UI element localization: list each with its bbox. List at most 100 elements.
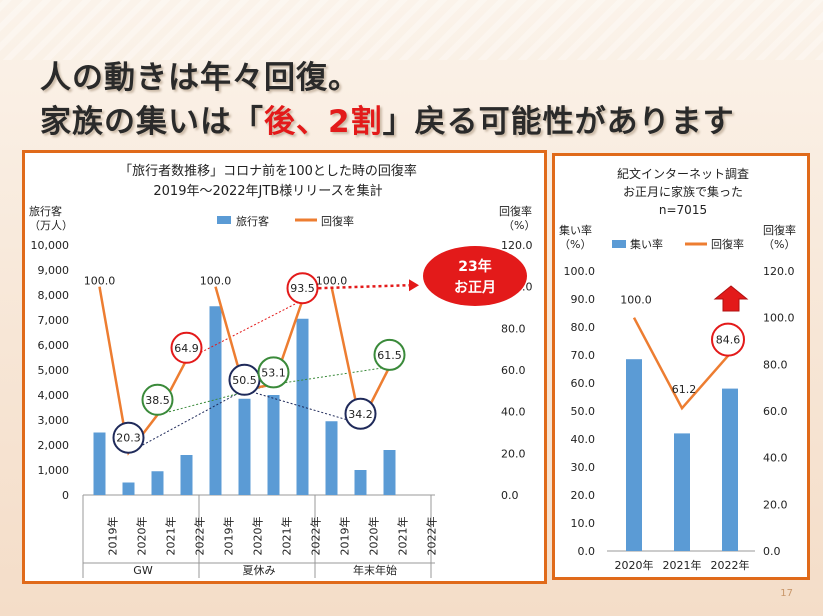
highlight-circle <box>257 356 290 389</box>
left-tick-label: 50.0 <box>571 405 596 418</box>
travelers-bar <box>238 398 251 495</box>
chart-title-line2: お正月に家族で集った <box>623 184 743 199</box>
travel-chart-panel: 「旅行者数推移」コロナ前を100とした時の回復率 2019年～2022年JTB様リ… <box>22 150 547 584</box>
highlight-circle <box>286 272 319 305</box>
right-tick-label: 40.0 <box>763 452 788 465</box>
page-number: 17 <box>780 588 793 599</box>
recovery-line <box>98 286 188 456</box>
right-tick-label: 0.0 <box>763 545 781 558</box>
recovery-data-label: 100.0 <box>316 275 348 288</box>
left-tick-label: 8,000 <box>38 289 70 302</box>
x-tick-label: 2021年 <box>280 517 294 556</box>
right-axis-label: 回復率 <box>499 204 532 218</box>
x-tick-label: 2022年 <box>193 517 207 556</box>
x-tick-label: 2019年 <box>222 517 236 556</box>
x-tick-label: 2020年 <box>367 517 381 556</box>
x-tick-label: 2022年 <box>425 517 439 556</box>
gathering-bar <box>626 359 642 551</box>
right-tick-label: 20.0 <box>501 447 526 460</box>
travelers-bar <box>151 471 164 495</box>
recovery-line <box>632 317 731 411</box>
trend-line-2022 <box>186 299 303 361</box>
left-tick-label: 70.0 <box>571 349 596 362</box>
left-tick-label: 10,000 <box>31 239 70 252</box>
recovery-data-label: 93.5 <box>290 282 315 295</box>
left-tick-label: 0 <box>62 489 69 502</box>
left-tick-label: 0.0 <box>578 545 596 558</box>
x-tick-label: 2020年 <box>615 558 654 572</box>
right-tick-label: 0.0 <box>501 489 519 502</box>
legend-bar-swatch <box>612 240 626 248</box>
callout-badge <box>423 246 527 306</box>
left-axis-unit: （万人） <box>29 219 73 232</box>
highlight-circle <box>711 322 745 357</box>
left-tick-label: 80.0 <box>571 321 596 334</box>
travelers-bar <box>354 470 367 495</box>
gathering-chart: 紀文インターネット調査お正月に家族で集ったn=7015集い率（%）回復率（%）集… <box>559 166 796 572</box>
right-tick-label: 100.0 <box>763 312 795 325</box>
left-tick-label: 6,000 <box>38 339 70 352</box>
recovery-data-label: 64.9 <box>174 342 199 355</box>
chart-title-line1: 「旅行者数推移」コロナ前を100とした時の回復率 <box>119 163 417 179</box>
group-label: 年末年始 <box>353 563 397 577</box>
legend-bar-swatch <box>217 216 231 224</box>
slide-title-line2: 家族の集いは「後、2割」戻る可能性があります <box>40 104 735 140</box>
callout-arrowhead <box>409 279 419 292</box>
recovery-data-label: 61.2 <box>672 383 697 396</box>
right-tick-label: 80.0 <box>501 322 526 335</box>
recovery-data-label: 100.0 <box>620 294 652 307</box>
highlight-circle <box>170 331 203 364</box>
left-axis-label: 旅行客 <box>29 204 62 218</box>
right-tick-label: 60.0 <box>501 364 526 377</box>
recovery-data-label: 20.3 <box>116 432 141 445</box>
x-tick-label: 2021年 <box>663 558 702 572</box>
trend-line-2020 <box>244 389 361 425</box>
left-tick-label: 20.0 <box>571 489 596 502</box>
recovery-data-label: 38.5 <box>145 394 170 407</box>
left-tick-label: 40.0 <box>571 433 596 446</box>
kibun-chart-panel: 紀文インターネット調査 お正月に家族で集った n=7015 集い率 （%） 回復率 （%）集… <box>552 153 810 580</box>
travelers-bar <box>209 306 222 495</box>
left-tick-label: 2,000 <box>38 439 70 452</box>
left-tick-label: 9,000 <box>38 264 70 277</box>
recovery-data-label: 53.1 <box>261 366 286 379</box>
recovery-data-label: 34.2 <box>348 408 373 421</box>
gathering-bar <box>674 433 690 551</box>
left-tick-label: 3,000 <box>38 414 70 427</box>
recovery-data-label: 100.0 <box>84 275 116 288</box>
right-axis-unit: （%） <box>763 238 795 251</box>
left-axis-unit: （%） <box>559 238 591 251</box>
highlight-circle <box>373 338 406 371</box>
left-tick-label: 5,000 <box>38 364 70 377</box>
x-tick-label: 2022年 <box>711 558 750 572</box>
chart-title-line3: n=7015 <box>659 203 707 217</box>
highlight-circle <box>112 421 145 454</box>
legend-bar-label: 集い率 <box>630 237 663 251</box>
right-tick-label: 120.0 <box>501 239 533 252</box>
group-label: GW <box>133 564 153 577</box>
slide-title-line1: 人の動きは年々回復。 <box>40 60 360 96</box>
callout-text-line2: お正月 <box>454 280 496 296</box>
recovery-data-label: 84.6 <box>716 334 741 347</box>
chart-title-line1: 紀文インターネット調査 <box>617 166 749 181</box>
gathering-bar <box>722 388 738 551</box>
left-axis-label: 集い率 <box>559 223 592 237</box>
x-tick-label: 2019年 <box>106 517 120 556</box>
x-tick-label: 2022年 <box>309 517 323 556</box>
highlight-circle <box>141 383 174 416</box>
travelers-bar <box>325 421 338 495</box>
right-axis-unit: （%） <box>503 219 535 232</box>
legend-bar-label: 旅行客 <box>236 214 269 228</box>
right-tick-label: 80.0 <box>763 358 788 371</box>
right-tick-label: 20.0 <box>763 498 788 511</box>
decorative-stripe <box>0 0 823 60</box>
recovery-data-label: 61.5 <box>377 349 402 362</box>
legend-line-label: 回復率 <box>711 237 744 251</box>
chart-title-line2: 2019年～2022年JTB様リリースを集計 <box>153 183 382 199</box>
trend-line-2021 <box>273 366 390 385</box>
left-tick-label: 4,000 <box>38 389 70 402</box>
up-arrow-icon <box>713 285 749 312</box>
left-tick-label: 1,000 <box>38 464 70 477</box>
right-axis-label: 回復率 <box>763 223 796 237</box>
left-tick-label: 10.0 <box>571 517 596 530</box>
